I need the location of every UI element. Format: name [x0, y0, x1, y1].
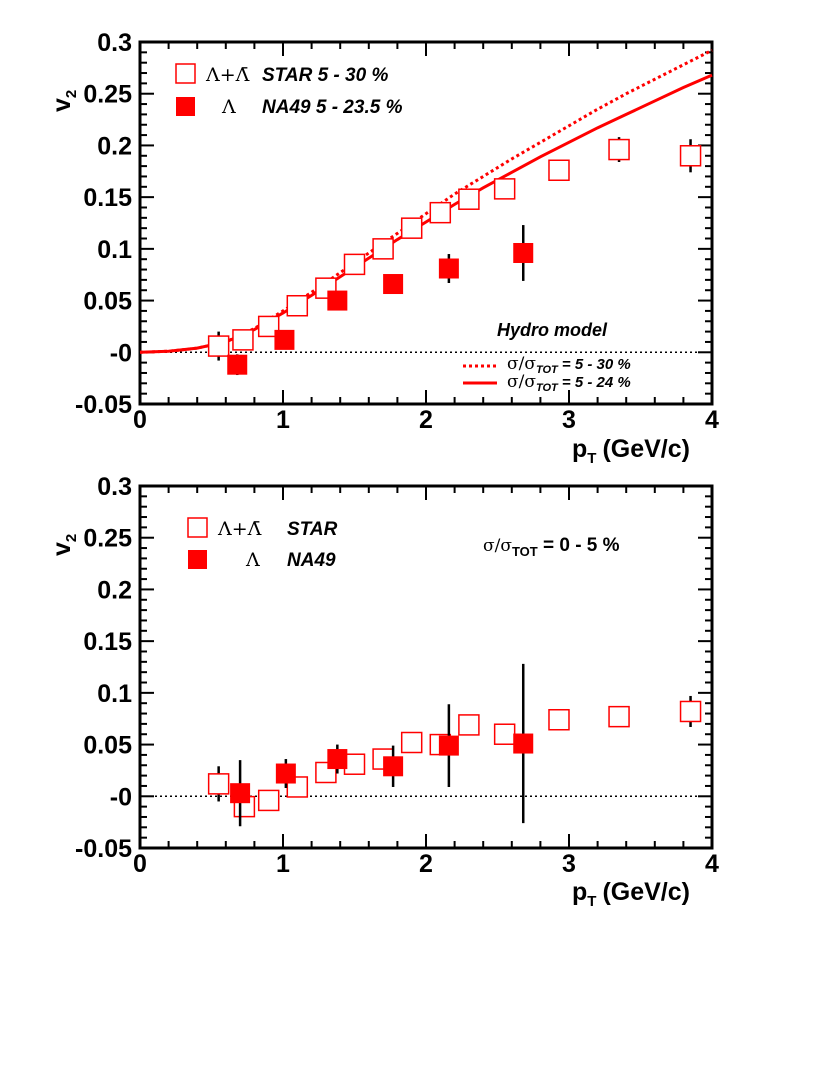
data-point-filled-square: [383, 274, 404, 295]
data-point-open-square: [679, 700, 702, 723]
x-tick-label: 4: [705, 850, 719, 878]
bottom-panel: -0.05 -0 0.05 0.1 0.15 0.2 0.25 0.3 0 1 2 3 4 pT (GeV…: [48, 473, 719, 910]
data-point-open-square: [232, 329, 254, 351]
legend-symbol: Λ: [221, 96, 236, 118]
legend-marker-filled-square: [188, 550, 207, 569]
x-tick-label: 0: [133, 406, 147, 434]
data-point-open-square: [207, 335, 230, 357]
legend-symbol: Λ+Λ̄: [217, 518, 262, 540]
data-point-filled-square: [230, 783, 251, 804]
legend: Λ+Λ̄ STAR 5 - 30 % Λ NA49 5 - 23.5 %: [175, 63, 403, 118]
data-point-open-square: [429, 201, 452, 224]
hydro-legend-label: σ/σTOT = 5 - 30 %: [507, 354, 631, 376]
data-point-open-square: [608, 138, 630, 161]
data-point-filled-square: [274, 329, 295, 350]
data-point-open-square: [343, 753, 366, 775]
data-point-filled-square: [383, 756, 404, 777]
data-point-open-square: [608, 705, 630, 728]
data-point-open-square: [343, 253, 366, 276]
legend-label: NA49: [287, 550, 336, 571]
y-tick-label: -0: [110, 339, 132, 367]
y-tick-label: 0.05: [83, 732, 132, 760]
data-point-open-square: [286, 294, 309, 317]
y-tick-label: 0.25: [83, 525, 132, 553]
y-axis-title: v2: [48, 534, 80, 556]
data-point-open-square: [400, 217, 423, 239]
top-panel: -0.05 -0 0.05 0.1 0.15 0.2 0.25 0.3 0 1 2 3 4 pT (GeV…: [48, 29, 719, 467]
data-point-open-square: [372, 238, 394, 260]
data-point-filled-square: [227, 354, 248, 375]
y-tick-label: 0.1: [97, 236, 132, 264]
axis-ticks: -0.05 -0 0.05 0.1 0.15 0.2 0.25 0.3 0 1 2 3 4: [75, 29, 719, 434]
x-tick-label: 3: [562, 406, 576, 434]
legend-marker-open-square: [175, 63, 196, 84]
hydro-annotation: Hydro model σ/σTOT = 5 - 30 % σ/σTOT = 5…: [463, 320, 631, 394]
data-point-open-square: [207, 773, 230, 795]
y-tick-label: 0.15: [83, 628, 132, 656]
data-point-filled-square: [513, 733, 534, 754]
data-series: [207, 663, 702, 827]
y-tick-label: 0.15: [83, 184, 132, 212]
x-tick-label: 1: [276, 406, 290, 434]
data-point-filled-square: [438, 258, 459, 279]
data-point-filled-square: [513, 242, 534, 263]
hydro-legend-label: σ/σTOT = 5 - 24 %: [507, 372, 631, 394]
data-point-open-square: [493, 178, 516, 200]
y-tick-label: 0.3: [97, 29, 132, 57]
y-tick-label: -0.05: [75, 835, 132, 863]
y-tick-label: 0.2: [97, 132, 132, 160]
legend-label: STAR: [287, 519, 338, 540]
y-tick-label: 0.25: [83, 81, 132, 109]
legend-marker-filled-square: [176, 97, 195, 116]
data-point-filled-square: [327, 290, 348, 311]
legend-symbol: Λ: [245, 549, 260, 571]
data-point-open-square: [458, 714, 480, 736]
data-point-open-square: [400, 731, 423, 754]
data-point-open-square: [679, 145, 702, 167]
x-tick-label: 1: [276, 850, 290, 878]
x-tick-label: 4: [705, 406, 719, 434]
hydro-title: Hydro model: [497, 320, 608, 340]
data-point-open-square: [257, 789, 280, 812]
data-point-filled-square: [438, 735, 459, 756]
legend-marker-open-square: [187, 517, 208, 538]
y-tick-label: 0.1: [97, 680, 132, 708]
x-tick-label: 3: [562, 850, 576, 878]
y-tick-label: 0.2: [97, 576, 132, 604]
data-point-open-square: [458, 188, 480, 210]
legend: Λ+Λ̄ STAR Λ NA49: [187, 517, 338, 571]
x-tick-label: 0: [133, 850, 147, 878]
data-point-filled-square: [275, 763, 296, 784]
y-tick-label: -0: [110, 783, 132, 811]
x-axis-title: pT (GeV/c): [572, 435, 690, 467]
axis-ticks: -0.05 -0 0.05 0.1 0.15 0.2 0.25 0.3 0 1 2 3 4: [75, 473, 719, 878]
data-point-open-square: [548, 159, 570, 182]
x-tick-label: 2: [419, 406, 433, 434]
centrality-annotation: σ/σTOT = 0 - 5 %: [483, 535, 620, 559]
legend-label: STAR 5 - 30 %: [262, 65, 388, 86]
data-point-open-square: [548, 708, 570, 731]
data-point-filled-square: [327, 749, 348, 770]
data-point-open-square: [493, 723, 516, 745]
y-tick-label: 0.05: [83, 288, 132, 316]
data-series: [207, 137, 702, 376]
x-axis-title: pT (GeV/c): [572, 878, 690, 910]
y-tick-label: -0.05: [75, 391, 132, 419]
y-tick-label: 0.3: [97, 473, 132, 501]
legend-label: NA49 5 - 23.5 %: [262, 97, 403, 118]
legend-symbol: Λ+Λ̄: [205, 64, 250, 86]
x-tick-label: 2: [419, 850, 433, 878]
data-point-open-square: [257, 315, 280, 338]
y-axis-title: v2: [48, 90, 80, 112]
